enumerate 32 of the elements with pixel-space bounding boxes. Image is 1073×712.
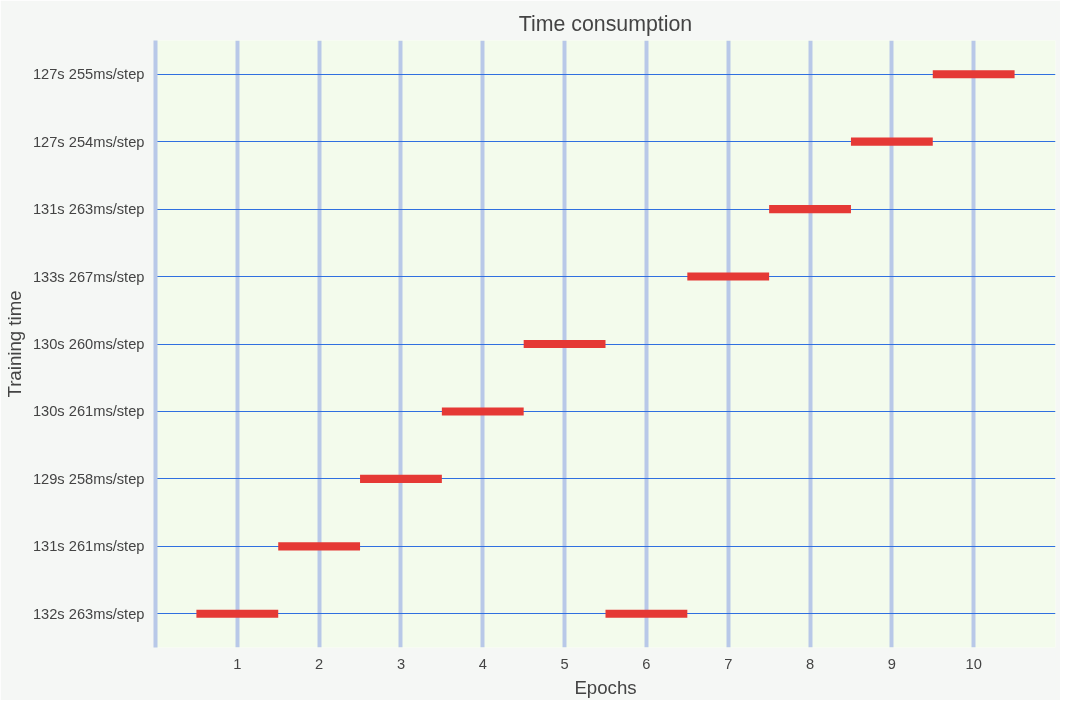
y-tick-label: 131s 263ms/step <box>32 201 145 218</box>
x-tick-label: 7 <box>724 655 733 672</box>
bar <box>769 205 851 214</box>
y-tick-label: 130s 260ms/step <box>32 336 145 352</box>
x-tick-label: 2 <box>315 655 324 672</box>
bar <box>850 137 933 146</box>
y-tick-label: 130s 261ms/step <box>32 403 145 420</box>
x-tick-label: 4 <box>478 655 487 672</box>
y-tick-label: 132s 263ms/step <box>32 605 145 622</box>
chart-title: Time consumption <box>518 11 693 36</box>
y-tick-label: 129s 258ms/step <box>32 470 145 487</box>
y-tick-label: 133s 267ms/step <box>32 268 145 285</box>
bar <box>605 609 688 618</box>
bar <box>278 542 361 551</box>
bar <box>932 70 1015 79</box>
x-tick-label: 6 <box>642 655 651 672</box>
x-tick-label: 1 <box>233 655 242 672</box>
x-tick-label: 9 <box>887 655 896 672</box>
x-tick-label: 3 <box>396 655 406 672</box>
bar <box>687 272 770 281</box>
x-tick-label: 10 <box>965 655 982 672</box>
x-axis-title: Epochs <box>574 676 637 698</box>
x-tick-label: 5 <box>560 655 569 672</box>
bar <box>441 407 524 416</box>
y-axis-title: Training time <box>3 290 25 398</box>
y-tick-label: 127s 255ms/step <box>32 66 145 83</box>
x-tick-label: 8 <box>805 655 815 672</box>
bar <box>360 474 442 483</box>
bar <box>523 339 606 349</box>
y-tick-label: 127s 254ms/step <box>32 133 145 150</box>
y-tick-label: 131s 261ms/step <box>32 538 145 555</box>
bar <box>196 609 279 618</box>
